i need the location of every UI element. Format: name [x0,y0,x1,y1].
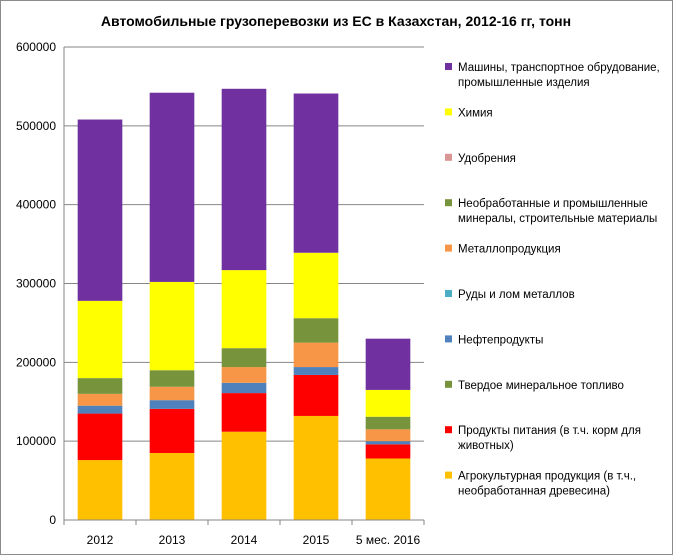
y-tick-label: 100000 [16,434,56,448]
bar-segment [365,338,411,390]
x-axis-ticks: 2012 2013 2014 2015 5 мес. 2016 [87,533,421,547]
bar-segment [293,415,339,520]
bar-segment [293,252,339,319]
bar-segment [149,452,195,520]
y-tick-label: 400000 [16,198,56,212]
x-tick-label: 5 мес. 2016 [356,533,421,547]
bar-segment [77,300,123,379]
bar-segment [293,342,339,368]
bar-segment [365,441,411,445]
y-tick-label: 200000 [16,355,56,369]
legend-swatch [445,426,452,434]
y-tick-label: 500000 [16,119,56,133]
bar-segment [149,408,195,453]
bar-segment [293,367,339,375]
legend-label: Металлопродукция [458,244,561,256]
bar-segment [221,348,267,368]
y-tick-label: 300000 [16,277,56,291]
bar-segment [77,378,123,394]
legend: Машины, транспортное обрудование, промышл… [445,62,660,498]
axes [63,47,425,525]
bar-segment [149,370,195,387]
bar-segment [365,458,411,520]
legend-label: Руды и лом металлов [458,289,575,301]
chart-title: Автомобильные грузоперевозки из ЕС в Каз… [101,13,571,29]
legend-label: Продукты питания (в т.ч. корм для животны… [458,425,641,452]
bar-segment [221,393,267,432]
y-axis-ticks: 0 100000 200000 300000 400000 500000 600000 [16,40,56,527]
bar-segment [221,431,267,520]
bar-segment [77,393,123,406]
x-tick-label: 2012 [87,533,114,547]
legend-label: Химия [458,107,493,119]
y-tick-label: 600000 [16,40,56,54]
legend-swatch [445,153,452,161]
bar-segment [77,119,123,301]
bar-segment [365,416,411,430]
legend-label: Удобрения [458,153,516,165]
bar-segment [293,318,339,343]
legend-label: Машины, транспортное обрудование, промышл… [458,62,660,89]
y-tick-label: 0 [49,513,56,527]
bar-segment [77,460,123,520]
bar-segment [365,389,411,417]
bar-segment [221,88,267,271]
bar-segment [149,92,195,282]
bar-segment [365,429,411,442]
bar-segment [77,405,123,414]
bar-segment [149,400,195,409]
bar-segment [149,281,195,371]
legend-swatch [445,244,452,252]
legend-label: Необработанные и промышленные минералы, с… [458,198,657,225]
bars [77,88,411,520]
legend-swatch [445,380,452,388]
legend-swatch [445,471,452,479]
x-tick-label: 2015 [303,533,330,547]
x-tick-label: 2013 [159,533,186,547]
bar-segment [293,93,339,253]
bar-segment [221,367,267,383]
legend-label: Нефтепродукты [458,334,543,346]
legend-swatch [445,290,452,297]
bar-segment [77,413,123,461]
bar-segment [293,374,339,416]
legend-label: Твердое минеральное топливо [458,380,624,392]
bar-segment [221,270,267,349]
legend-label: Агрокультурная продукция (в т.ч., необраб… [458,471,636,498]
bar-segment [221,382,267,394]
legend-swatch [445,108,452,116]
x-tick-label: 2014 [231,533,258,547]
bar-segment [365,444,411,459]
legend-swatch [445,199,452,207]
legend-swatch [445,63,452,70]
legend-swatch [445,335,452,343]
bar-segment [149,386,195,401]
